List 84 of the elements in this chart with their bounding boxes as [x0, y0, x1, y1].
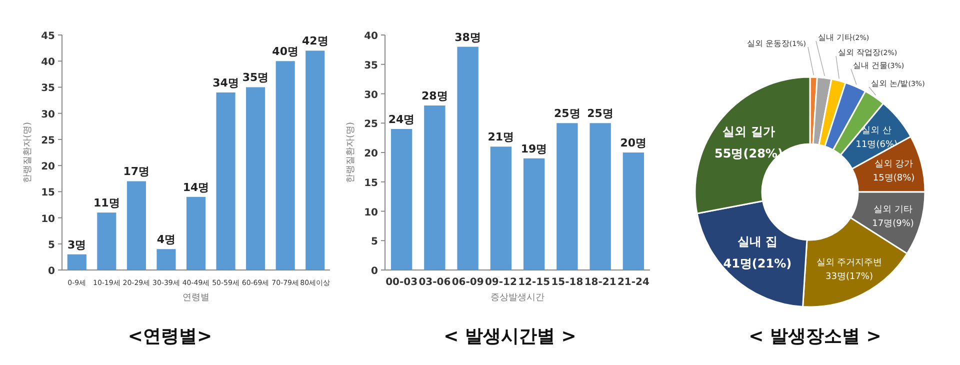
- data-label: 15명(8%): [872, 173, 915, 184]
- x-tick-label: 03-06: [418, 277, 451, 288]
- x-axis-title: 연령별: [182, 293, 210, 303]
- y-tick-label: 10: [41, 214, 56, 225]
- bar: [424, 106, 446, 270]
- bar: [276, 61, 295, 270]
- x-tick-label: 09-12: [484, 277, 517, 288]
- x-tick-label: 00-03: [386, 277, 418, 288]
- data-label: 17명: [123, 165, 150, 178]
- bar: [490, 146, 512, 270]
- bar: [523, 158, 545, 270]
- y-tick-label: 25: [41, 135, 56, 146]
- y-axis-title: 한랭질환자(명): [346, 122, 356, 184]
- text: < 발생시간별 >: [444, 326, 576, 347]
- y-tick-label: 5: [371, 236, 378, 248]
- slice-label: 실외 운동장: [746, 39, 790, 48]
- y-tick-label: 45: [41, 31, 56, 42]
- y-tick-label: 10: [364, 207, 378, 218]
- y-tick-label: 30: [41, 109, 56, 120]
- bar: [67, 254, 86, 270]
- data-label: 28명: [422, 90, 448, 102]
- data-label: 20명: [620, 136, 647, 150]
- bar: [126, 181, 146, 270]
- bar: [246, 87, 266, 270]
- slice-label: 실외 작업장: [838, 48, 881, 57]
- data-label: 25명: [587, 107, 614, 120]
- bar: [622, 152, 644, 270]
- y-tick-label: 40: [364, 31, 378, 42]
- y-axis-title: 한랭질환자(명): [23, 122, 33, 184]
- y-tick-label: 30: [364, 90, 378, 101]
- slice-label: 실내 집: [737, 234, 778, 249]
- data-label: 4명: [156, 233, 176, 246]
- bar: [590, 123, 611, 270]
- data-label: 14명: [182, 180, 210, 194]
- slice-label: 실외 주거지주변: [816, 258, 882, 268]
- data-label: 40명: [272, 45, 298, 58]
- data-label: 24명: [388, 113, 415, 126]
- bar: [457, 46, 478, 270]
- slice-label: 실외 길가: [722, 124, 775, 138]
- y-tick-label: 0: [371, 266, 378, 277]
- x-axis-title: 증상발생시간: [490, 293, 544, 303]
- bar: [306, 50, 325, 270]
- y-tick-label: 15: [41, 188, 56, 199]
- slice-label: 실외 기타: [874, 205, 913, 216]
- slice-label: 실외 강가: [874, 159, 914, 170]
- data-label: 11명: [94, 196, 120, 210]
- data-label: 21명: [488, 130, 514, 144]
- bar: [186, 196, 206, 270]
- y-tick-label: 5: [48, 240, 56, 251]
- data-label: 33명(17%): [826, 272, 874, 282]
- bar: [156, 249, 176, 270]
- data-label: 35명: [242, 71, 269, 84]
- bar: [97, 212, 116, 270]
- y-tick-label: 25: [364, 119, 378, 130]
- y-tick-label: 20: [41, 162, 56, 173]
- data-label: 17명(9%): [872, 219, 914, 230]
- y-tick-label: 35: [41, 83, 56, 94]
- data-label: 38명: [454, 30, 481, 44]
- y-tick-label: 40: [41, 57, 56, 68]
- data-label: 42명: [302, 34, 328, 48]
- x-tick-label: 12-15: [518, 277, 550, 288]
- x-tick-label: 15-18: [551, 277, 584, 288]
- text: <연령별>: [128, 326, 212, 347]
- bar: [556, 123, 578, 270]
- x-tick-label: 21-24: [617, 277, 650, 288]
- bar: [216, 92, 236, 270]
- x-tick-label: 06-09: [452, 277, 484, 288]
- data-label: 19명: [520, 142, 548, 156]
- slice-label: 실외 산: [862, 126, 892, 136]
- slice-label: 실내 건물: [853, 61, 888, 70]
- data-label: 41명(21%): [723, 256, 792, 271]
- data-label: 25명: [554, 107, 580, 120]
- text: < 발생장소별 >: [748, 326, 882, 347]
- data-label: 34명: [212, 76, 239, 90]
- y-tick-label: 20: [364, 148, 378, 160]
- y-tick-label: 15: [364, 178, 378, 189]
- slice-label: 실내 기타: [818, 33, 853, 42]
- y-tick-label: 0: [48, 266, 56, 277]
- data-label: 55명(28%): [714, 146, 783, 160]
- y-tick-label: 35: [364, 60, 378, 72]
- slice-label: 실외 논/밭: [871, 79, 908, 88]
- x-tick-label: 18-21: [584, 277, 616, 288]
- data-label: 3명: [68, 238, 86, 252]
- bar: [390, 129, 412, 270]
